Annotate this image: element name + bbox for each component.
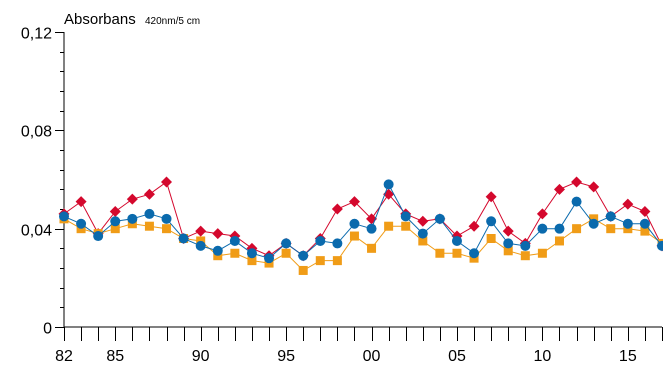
data-point-square xyxy=(520,251,530,261)
data-point-diamond xyxy=(126,193,138,205)
y-tick-label: 0,12 xyxy=(21,26,52,43)
data-point-square xyxy=(452,248,462,258)
data-point-square xyxy=(315,256,325,266)
data-point-diamond xyxy=(571,176,583,188)
data-point-square xyxy=(230,248,240,258)
data-point-circle xyxy=(195,240,206,251)
data-point-circle xyxy=(486,216,497,227)
data-point-circle xyxy=(229,235,240,246)
series-square xyxy=(59,214,663,275)
x-tick-label: 05 xyxy=(448,348,466,365)
data-point-square xyxy=(537,248,547,258)
data-point-circle xyxy=(93,231,104,242)
data-point-square xyxy=(332,256,342,266)
data-point-circle xyxy=(520,240,531,251)
y-axis-unit: 420nm/5 cm xyxy=(145,16,200,27)
data-point-diamond xyxy=(348,196,360,208)
data-point-square xyxy=(435,248,445,258)
y-tick-label: 0 xyxy=(43,321,52,338)
data-point-diamond xyxy=(485,191,497,203)
data-point-circle xyxy=(537,223,548,234)
data-point-circle xyxy=(571,196,582,207)
data-point-square xyxy=(503,246,513,256)
data-point-square xyxy=(110,224,120,234)
data-point-square xyxy=(144,221,154,231)
data-point-diamond xyxy=(536,208,548,220)
data-point-square xyxy=(281,248,291,258)
data-point-diamond xyxy=(195,225,207,237)
data-point-circle xyxy=(264,253,275,264)
data-point-square xyxy=(554,236,564,246)
data-point-square xyxy=(606,224,616,234)
data-point-square xyxy=(247,256,257,266)
data-point-diamond xyxy=(588,181,600,193)
data-point-circle xyxy=(144,208,155,219)
data-point-circle xyxy=(281,238,292,249)
data-point-square xyxy=(401,221,411,231)
data-point-square xyxy=(384,221,394,231)
data-point-circle xyxy=(605,211,616,222)
data-point-diamond xyxy=(553,183,565,195)
data-point-square xyxy=(572,224,582,234)
x-tick-label: 15 xyxy=(619,348,637,365)
data-point-diamond xyxy=(212,228,224,240)
data-point-circle xyxy=(127,213,138,224)
data-point-circle xyxy=(315,235,326,246)
data-point-square xyxy=(640,226,650,236)
data-point-circle xyxy=(588,218,599,229)
data-point-diamond xyxy=(109,205,121,217)
data-point-circle xyxy=(451,235,462,246)
y-tick-label: 0,04 xyxy=(21,223,52,240)
data-point-diamond xyxy=(639,205,651,217)
data-point-circle xyxy=(178,233,189,244)
data-point-circle xyxy=(59,211,69,222)
data-point-diamond xyxy=(468,220,480,232)
data-point-diamond xyxy=(331,203,343,215)
y-tick-label: 0,08 xyxy=(21,124,52,141)
x-tick-label: 85 xyxy=(106,348,124,365)
data-point-square xyxy=(486,234,496,243)
x-tick-label: 10 xyxy=(534,348,552,365)
x-tick-label: 82 xyxy=(55,348,73,365)
data-point-circle xyxy=(434,213,445,224)
data-point-square xyxy=(418,236,428,246)
data-point-circle xyxy=(349,218,360,229)
series-layer xyxy=(58,176,663,275)
data-point-square xyxy=(367,243,377,253)
data-point-circle xyxy=(400,211,411,222)
data-point-diamond xyxy=(143,188,155,200)
data-point-diamond xyxy=(502,225,514,237)
data-point-circle xyxy=(503,238,514,249)
data-point-circle xyxy=(298,250,309,261)
data-point-diamond xyxy=(75,196,87,208)
data-point-square xyxy=(298,265,308,275)
data-point-diamond xyxy=(417,215,429,227)
data-point-square xyxy=(162,224,172,234)
data-point-circle xyxy=(332,238,343,249)
data-point-diamond xyxy=(622,198,634,210)
x-tick-label: 00 xyxy=(363,348,381,365)
data-point-circle xyxy=(554,223,565,234)
data-point-circle xyxy=(161,213,172,224)
data-point-circle xyxy=(657,240,663,251)
data-point-diamond xyxy=(161,176,173,188)
axes: 0 0,04 0,08 0,12 82 85 90 95 00 05 10 15 xyxy=(21,26,663,365)
data-point-circle xyxy=(76,218,87,229)
data-point-circle xyxy=(110,216,121,227)
y-axis-title: Absorbans xyxy=(64,11,136,28)
data-point-circle xyxy=(366,223,377,234)
data-point-circle xyxy=(246,248,257,259)
data-point-square xyxy=(349,231,359,241)
data-point-circle xyxy=(622,218,633,229)
x-tick-label: 90 xyxy=(192,348,210,365)
data-point-circle xyxy=(383,179,394,190)
data-point-circle xyxy=(469,248,480,259)
x-tick-label: 95 xyxy=(277,348,295,365)
data-point-circle xyxy=(639,218,650,229)
data-point-circle xyxy=(212,245,223,256)
data-point-circle xyxy=(417,228,428,239)
series-circle xyxy=(59,179,663,264)
